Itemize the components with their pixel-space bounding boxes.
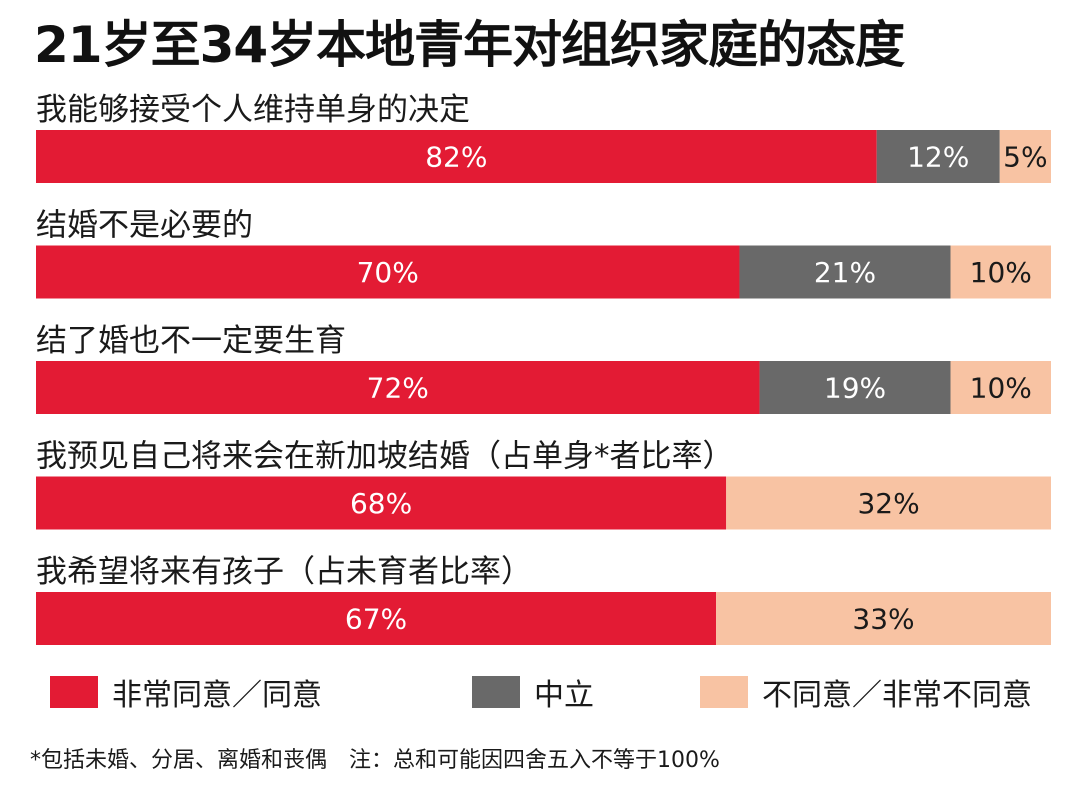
footnote-definition: *包括未婚、分居、离婚和丧偶 [30, 748, 328, 773]
legend-label-disagree: 不同意／非常不同意 [762, 678, 1032, 713]
stacked-bar-chart: 我能够接受个人维持单身的决定 82% 12% 5% 结婚不是必要的 70% 21% 10% 结了… [36, 92, 1051, 645]
bar-segment-disagree [950, 361, 1051, 414]
legend-label-neutral: 中立 [534, 678, 594, 713]
legend-item-agree: 非常同意／同意 [50, 672, 322, 713]
bar-value-label-agree: 82% [425, 141, 487, 174]
bar-segment-agree [36, 361, 760, 414]
bar-segment-disagree [950, 245, 1051, 299]
bar-value-label-agree: 70% [357, 256, 419, 289]
bar-segment-neutral [739, 245, 951, 299]
bar-segment-disagree [999, 130, 1051, 183]
bar-value-label-neutral: 19% [824, 372, 886, 405]
bar-segment-agree [36, 245, 740, 299]
bar-value-label-disagree: 10% [970, 372, 1032, 405]
legend-label-agree: 非常同意／同意 [112, 678, 322, 713]
bar-value-label-disagree: 33% [852, 603, 914, 636]
legend-item-neutral: 中立 [472, 672, 594, 713]
bar-value-label-agree: 72% [367, 372, 429, 405]
bar-value-label-disagree: 10% [970, 256, 1032, 289]
category-label: 我预见自己将来会在新加坡结婚（占单身*者比率） [36, 439, 734, 475]
bar-segment-agree [36, 130, 877, 183]
bar-value-label-agree: 68% [350, 487, 412, 520]
category-label: 我能够接受个人维持单身的决定 [36, 92, 470, 128]
legend-swatch-neutral [472, 676, 520, 708]
bar-value-label-disagree: 5% [1003, 141, 1047, 174]
bar-value-label-neutral: 12% [907, 141, 969, 174]
bar-value-label-agree: 67% [345, 603, 407, 636]
category-label: 我希望将来有孩子（占未育者比率） [36, 554, 532, 590]
legend-swatch-agree [50, 676, 98, 708]
legend-item-disagree: 不同意／非常不同意 [700, 672, 1032, 713]
bar-segment-disagree [716, 592, 1051, 645]
footnote: *包括未婚、分居、离婚和丧偶 注：总和可能因四舍五入不等于100% [30, 742, 720, 774]
bar-segment-neutral [759, 361, 951, 414]
bar-value-label-neutral: 21% [814, 256, 876, 289]
bar-value-label-disagree: 32% [857, 487, 919, 520]
bar-segment-agree [36, 476, 727, 530]
chart-title: 21岁至34岁本地青年对组织家庭的态度 [34, 16, 905, 74]
footnote-rounding-note: 注：总和可能因四舍五入不等于100% [349, 748, 720, 773]
legend-swatch-disagree [700, 676, 748, 708]
bar-segment-neutral [876, 130, 1000, 183]
category-label: 结婚不是必要的 [36, 208, 253, 244]
category-label: 结了婚也不一定要生育 [36, 323, 346, 359]
bar-segment-agree [36, 592, 717, 645]
legend: 非常同意／同意 中立 不同意／非常不同意 [0, 672, 1077, 713]
bar-segment-disagree [726, 476, 1051, 530]
